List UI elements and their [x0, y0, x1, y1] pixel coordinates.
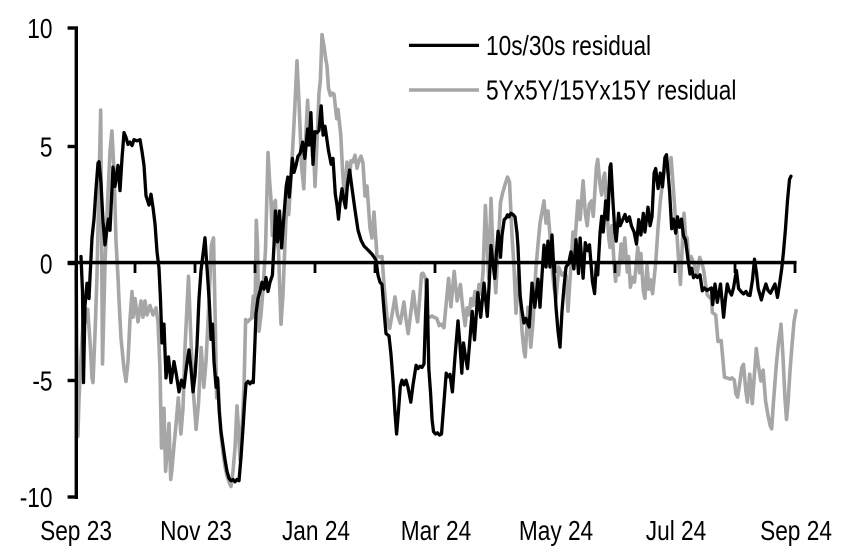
- svg-text:5: 5: [40, 132, 53, 163]
- svg-text:Jul 24: Jul 24: [646, 516, 707, 547]
- svg-text:5Yx5Y/15Yx15Y residual: 5Yx5Y/15Yx15Y residual: [486, 75, 736, 106]
- svg-text:10: 10: [27, 14, 52, 45]
- svg-text:-10: -10: [20, 483, 53, 514]
- svg-text:Sep 23: Sep 23: [40, 516, 112, 547]
- svg-text:Sep 24: Sep 24: [760, 516, 832, 547]
- svg-text:-5: -5: [32, 366, 52, 397]
- svg-text:Jan 24: Jan 24: [282, 516, 350, 547]
- svg-text:Mar 24: Mar 24: [401, 516, 472, 547]
- svg-text:0: 0: [40, 249, 53, 280]
- svg-text:Nov 23: Nov 23: [160, 516, 232, 547]
- svg-text:10s/30s residual: 10s/30s residual: [486, 31, 651, 62]
- svg-text:May 24: May 24: [519, 516, 593, 547]
